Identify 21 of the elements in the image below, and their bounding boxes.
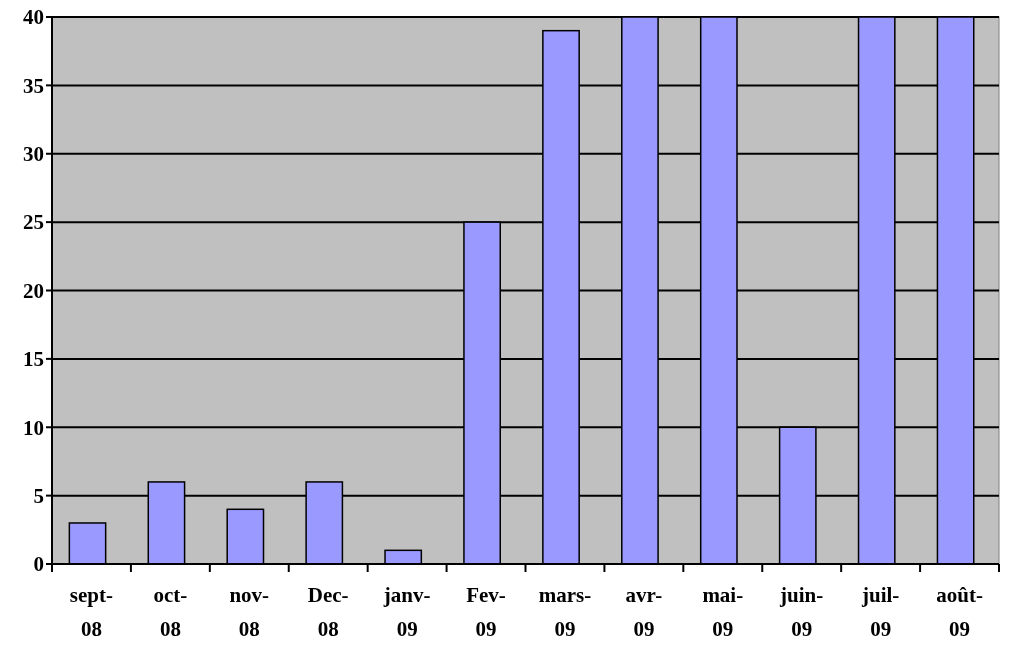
y-tick-label: 40 (23, 5, 44, 30)
x-tick-label: août-09 (936, 583, 983, 641)
x-tick-label: oct-08 (153, 583, 188, 641)
y-tick-label: 5 (33, 483, 44, 508)
y-tick-label: 30 (23, 142, 44, 167)
x-tick-label: juin-09 (779, 583, 824, 641)
x-tick-label: Dec-08 (307, 583, 349, 641)
y-tick-label: 25 (23, 210, 44, 235)
x-tick-label: avr-09 (625, 583, 663, 641)
x-tick-label: janv-09 (382, 583, 431, 641)
y-tick-label: 10 (23, 415, 44, 440)
x-tick-label: nov-08 (229, 583, 270, 641)
y-tick-label: 20 (23, 278, 44, 303)
x-tick-label: sept-08 (69, 583, 114, 641)
x-tick-label: juil-09 (860, 583, 900, 641)
y-tick-label: 0 (33, 552, 44, 577)
x-tick-label: mai-09 (702, 583, 744, 641)
x-tick-label: Fev-09 (466, 583, 506, 641)
y-tick-label: 35 (23, 73, 44, 98)
y-tick-label: 15 (23, 347, 44, 372)
x-tick-label: mars-09 (538, 583, 592, 641)
